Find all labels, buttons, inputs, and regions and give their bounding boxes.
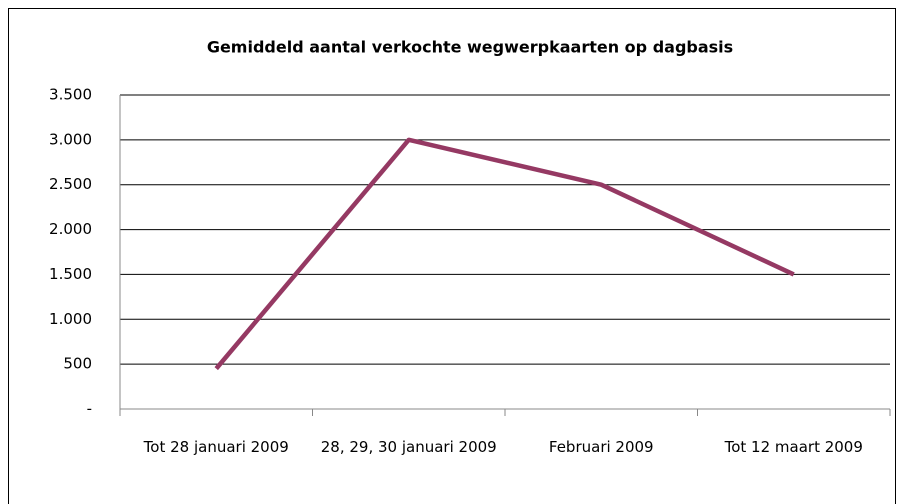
- series-line: [214, 137, 795, 371]
- y-tick-label: -: [87, 400, 92, 418]
- chart-title: Gemiddeld aantal verkochte wegwerpkaarte…: [207, 38, 733, 57]
- y-tick-label: 3.000: [49, 130, 92, 148]
- y-tick-label: 1.500: [49, 265, 92, 283]
- y-tick-label: 2.500: [49, 175, 92, 193]
- y-tick-label: 500: [63, 355, 92, 373]
- x-tick-label: 28, 29, 30 januari 2009: [320, 438, 497, 456]
- x-tick-label: Tot 12 maart 2009: [724, 438, 863, 456]
- y-tick-label: 1.000: [49, 310, 92, 328]
- x-tick-label: Februari 2009: [548, 438, 654, 456]
- y-tick-label: 3.500: [49, 86, 92, 104]
- chart-border: [8, 8, 896, 504]
- y-tick-label: 2.000: [49, 220, 92, 238]
- x-tick-label: Tot 28 januari 2009: [143, 438, 289, 456]
